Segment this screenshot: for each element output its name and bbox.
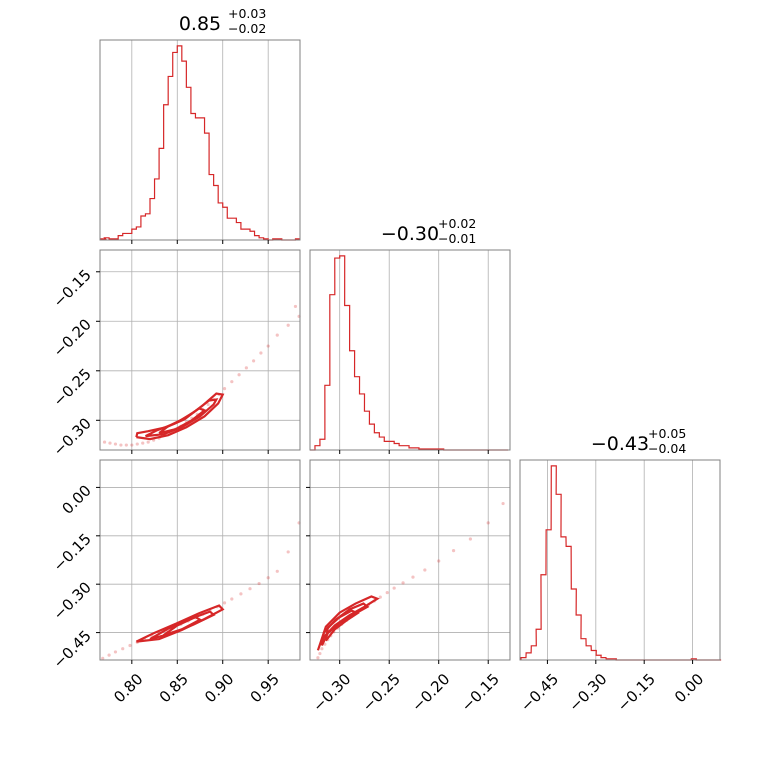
- contour-2-0-2: [162, 615, 203, 637]
- scatter-point: [101, 656, 105, 660]
- title-minus-0: −0.02: [228, 21, 266, 36]
- scatter-point: [266, 576, 270, 580]
- scatter-point: [113, 650, 118, 654]
- scatter-point: [392, 586, 396, 590]
- scatter-panel-1-0: −0.30−0.25 −0.20−0.15: [50, 249, 301, 460]
- x-tick-label-2-1: −0.30: [565, 670, 610, 715]
- x-tick-label-0-1: 0.85: [156, 670, 192, 706]
- y-tick-label-2-3: 0.00: [58, 482, 94, 518]
- y-tick-label-1-3: −0.15: [50, 266, 95, 311]
- scatter-point: [239, 592, 243, 596]
- axis-frame-0-0: [99, 39, 301, 241]
- axis-frame-1-1: [309, 249, 511, 451]
- hist-panel-2: −0.43+0.05−0.04 −0.45 −0.30 −0.15 0.00: [517, 426, 722, 715]
- x-tick-label-1-3: −0.15: [458, 670, 503, 715]
- x-tick-label-1-2: −0.20: [408, 670, 453, 715]
- axis-frame-2-1: [309, 459, 511, 661]
- scatter-point: [411, 575, 415, 579]
- title-plus-1: +0.02: [438, 216, 476, 231]
- contour-1-0-0: [135, 392, 225, 441]
- title-0: 0.85: [179, 13, 221, 35]
- scatter-point: [146, 440, 150, 444]
- scatter-point: [113, 442, 118, 446]
- y-tick-label-1-0: −0.30: [50, 414, 95, 459]
- histogram-2: [520, 465, 722, 661]
- title-value-2: −0.43: [591, 433, 649, 455]
- scatter-point: [230, 597, 234, 601]
- hist-panel-0: 0.85 +0.03−0.02: [99, 6, 301, 244]
- contour-2-1-2: [324, 609, 360, 642]
- title-1: −0.30: [381, 223, 439, 245]
- axis-frame-1-0: [99, 249, 301, 451]
- scatter-point: [121, 647, 125, 651]
- scatter-point: [102, 440, 107, 444]
- x-tick-label-2-3: 0.00: [671, 670, 707, 706]
- hist-panel-1: −0.30+0.02−0.01: [309, 216, 511, 454]
- scatter-point: [248, 587, 252, 591]
- contour-1-0-2: [158, 407, 207, 435]
- y-tick-label-1-1: −0.25: [50, 365, 95, 410]
- y-tick-label-2-2: −0.15: [50, 530, 95, 575]
- scatter-point: [320, 647, 324, 651]
- scatter-point: [141, 441, 145, 445]
- scatter-point: [259, 351, 263, 355]
- scatter-point: [451, 549, 456, 553]
- scatter-point: [230, 380, 234, 384]
- scatter-point: [128, 643, 132, 648]
- scatter-point: [124, 443, 128, 447]
- scatter-point: [437, 559, 441, 563]
- scatter-panel-2-0: 0.80 0.85 0.90 0.95 −0.45−0.30−0.15 0.00: [50, 459, 301, 706]
- scatter-point: [237, 373, 241, 377]
- scatter-panel-2-1: −0.30 −0.25 −0.20 −0.15: [306, 459, 511, 715]
- x-tick-label-0-0: 0.80: [110, 670, 146, 706]
- scatter-point: [108, 441, 112, 445]
- title-minus-1: −0.01: [438, 231, 476, 246]
- title-plus-2: +0.05: [648, 426, 686, 441]
- scatter-point: [293, 304, 298, 309]
- scatter-point: [244, 366, 248, 370]
- scatter-point: [257, 581, 261, 586]
- title-value-1: −0.30: [381, 223, 439, 245]
- scatter-point: [286, 550, 290, 554]
- y-tick-label-1-2: −0.20: [50, 315, 95, 360]
- x-tick-label-1-0: −0.30: [309, 670, 354, 715]
- scatter-point: [501, 501, 505, 506]
- axis-frame-2-2: [519, 459, 721, 661]
- scatter-point: [378, 595, 382, 599]
- scatter-point: [206, 402, 210, 407]
- x-tick-label-2-2: −0.15: [614, 670, 659, 715]
- scatter-point: [385, 590, 389, 595]
- title-plus-0: +0.03: [228, 6, 266, 21]
- x-tick-label-0-2: 0.90: [201, 670, 237, 706]
- scatter-point: [222, 387, 227, 391]
- scatter-point: [119, 443, 123, 447]
- scatter-point: [130, 443, 134, 447]
- scatter-point: [275, 333, 279, 337]
- scatter-point: [107, 653, 111, 657]
- scatter-point: [135, 442, 139, 446]
- axis-frame-2-0: [99, 459, 301, 661]
- scatter-point: [316, 656, 320, 660]
- histogram-0: [100, 45, 300, 241]
- scatter-point: [252, 359, 256, 363]
- x-tick-label-1-1: −0.25: [359, 670, 404, 715]
- scatter-point: [401, 581, 405, 585]
- scatter-point: [318, 651, 322, 656]
- title-minus-2: −0.04: [648, 441, 686, 456]
- scatter-point: [423, 568, 427, 572]
- scatter-point: [286, 323, 290, 327]
- scatter-point: [275, 569, 279, 573]
- title-value-0: 0.85: [179, 13, 221, 35]
- title-2: −0.43: [591, 433, 649, 455]
- y-tick-label-2-1: −0.30: [50, 578, 95, 623]
- x-tick-label-0-3: 0.95: [247, 670, 283, 706]
- scatter-point: [486, 521, 490, 525]
- y-tick-label-2-0: −0.45: [50, 627, 95, 672]
- contour-2-1-0: [316, 595, 380, 651]
- scatter-point: [222, 601, 227, 605]
- scatter-point: [468, 537, 472, 541]
- x-tick-label-2-0: −0.45: [517, 670, 562, 715]
- scatter-point: [266, 344, 270, 348]
